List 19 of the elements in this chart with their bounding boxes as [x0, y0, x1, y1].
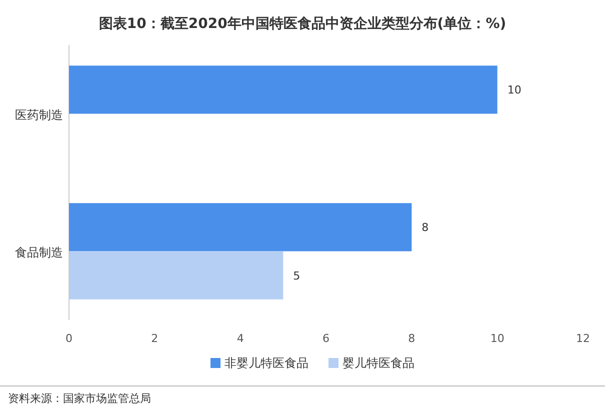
x-tick-label: 6: [322, 332, 330, 345]
y-tick-label: 医药制造: [15, 108, 63, 122]
bar: [69, 66, 498, 114]
bar: [69, 203, 412, 252]
x-tick-label: 4: [236, 332, 244, 345]
bar: [69, 251, 284, 300]
x-tick-label: 2: [151, 332, 158, 345]
x-tick-label: 12: [576, 332, 590, 345]
text: 资料来源：国家市场监管总局: [8, 392, 151, 405]
chart-title: 图表10：截至2020年中国特医食品中资企业类型分布(单位：%): [98, 16, 506, 32]
data-label: 8: [422, 221, 429, 234]
legend-label: 非婴儿特医食品: [224, 356, 308, 370]
y-tick-label: 食品制造: [15, 245, 63, 260]
x-tick-label: 8: [408, 332, 416, 345]
legend-label: 婴儿特医食品: [342, 356, 414, 370]
x-tick-label: 10: [490, 332, 504, 345]
data-label: 5: [293, 269, 300, 282]
data-label: 10: [507, 84, 522, 97]
x-tick-label: 0: [66, 332, 72, 345]
